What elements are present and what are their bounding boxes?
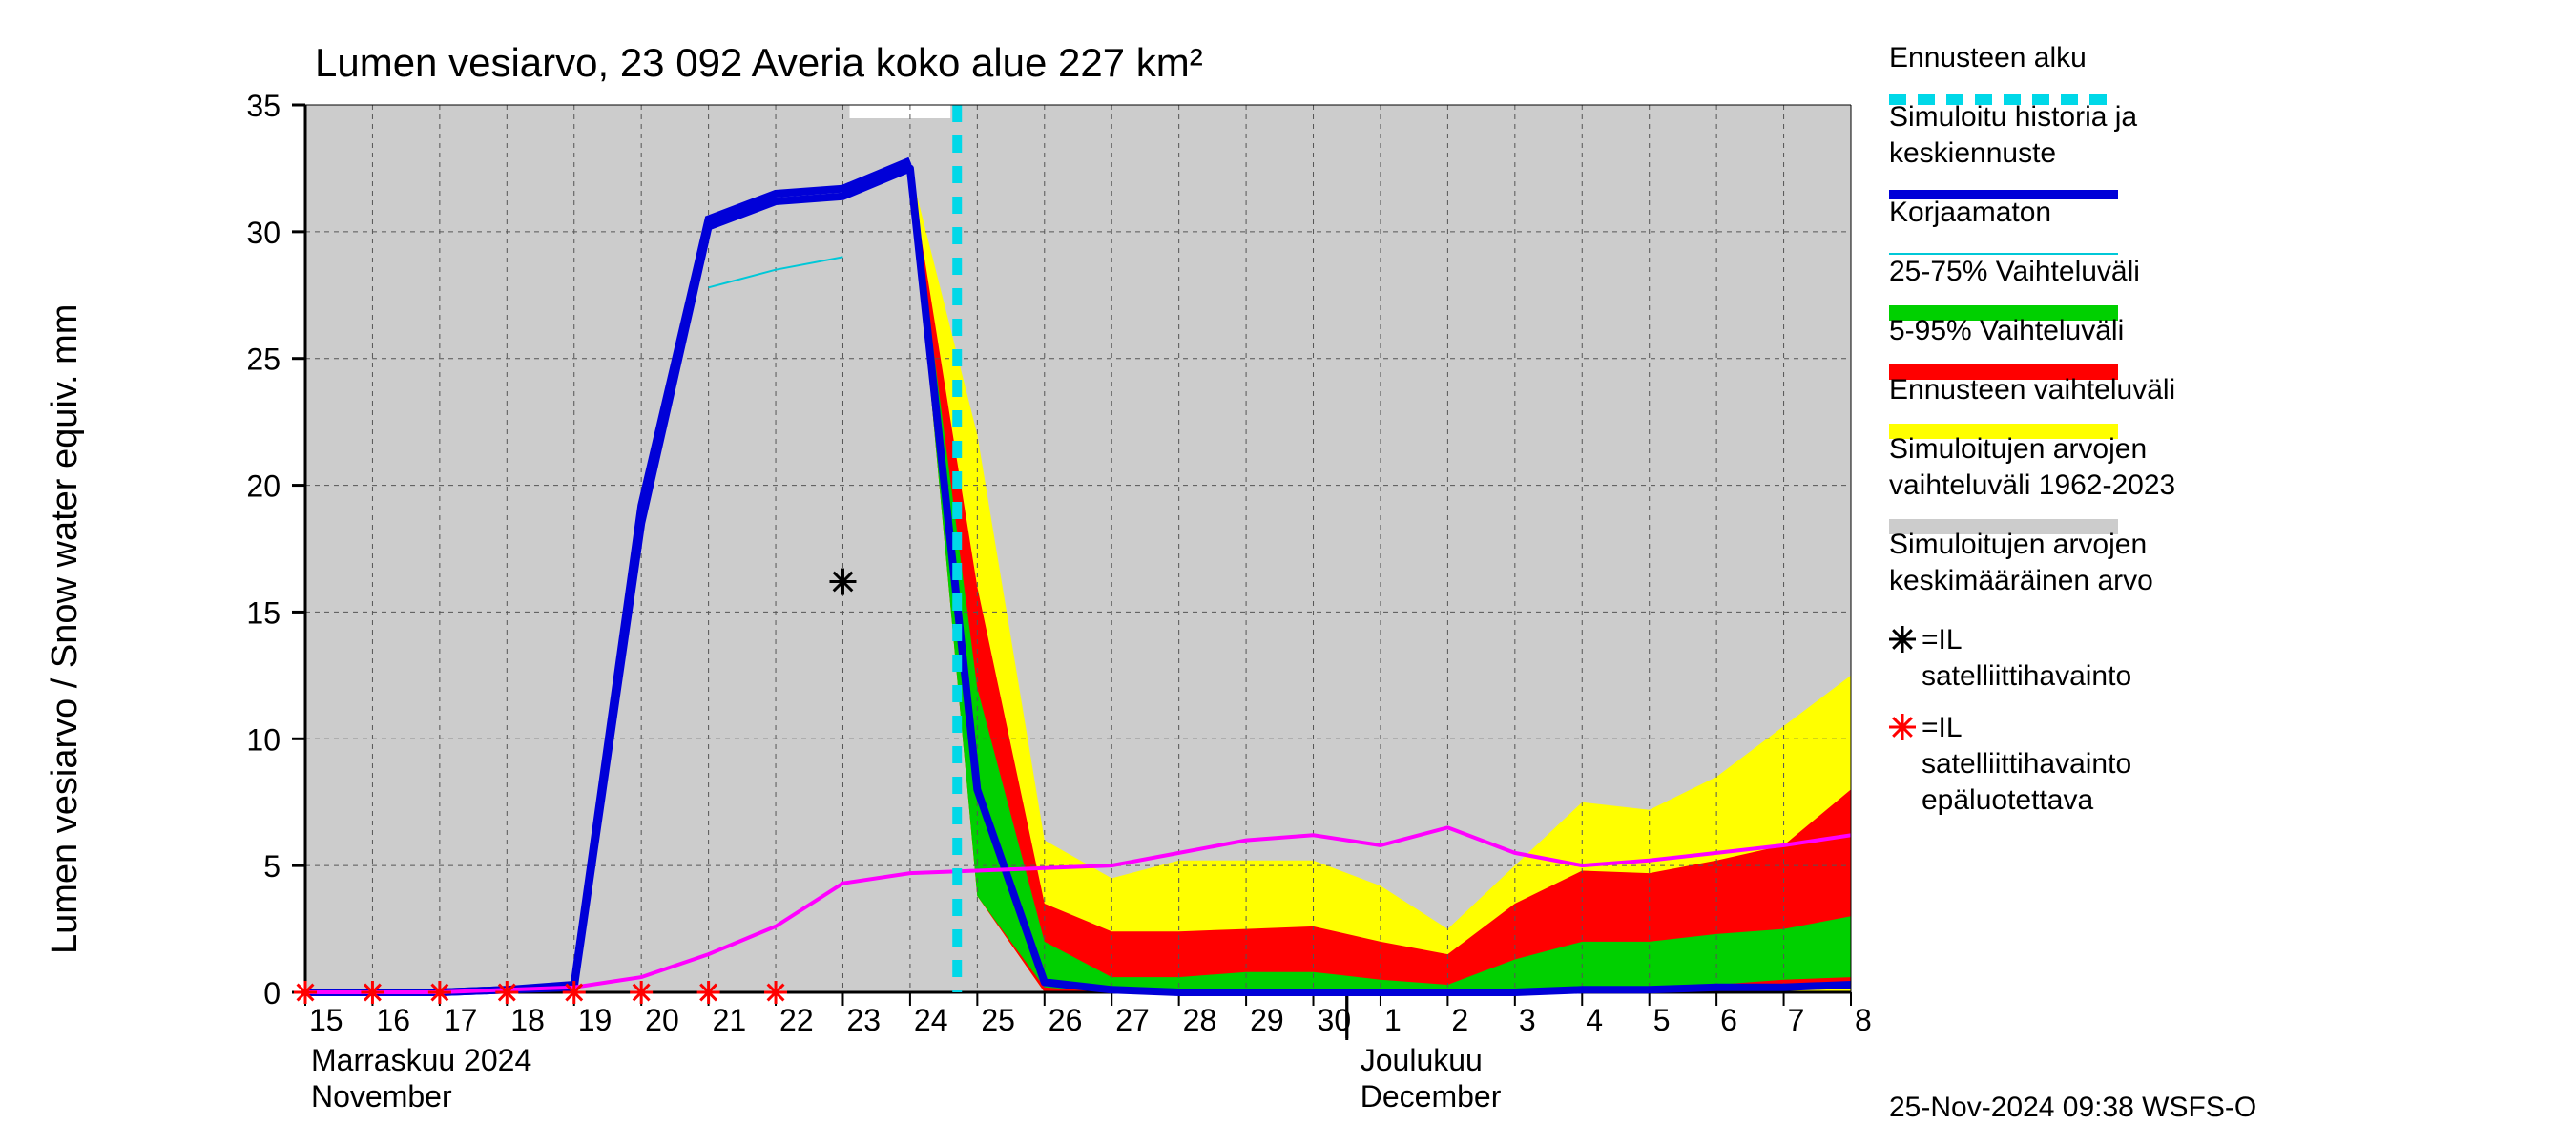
sat-unreliable-marker	[428, 981, 451, 1004]
x-tick-label: 3	[1519, 1003, 1536, 1037]
x-tick-label: 16	[376, 1003, 410, 1037]
legend-label: keskimääräinen arvo	[1889, 565, 2153, 596]
legend-label: Ennusteen vaihteluväli	[1889, 374, 2175, 406]
y-tick-label: 35	[246, 89, 280, 123]
x-tick-label: 29	[1250, 1003, 1284, 1037]
footer-timestamp: 25-Nov-2024 09:38 WSFS-O	[1889, 1092, 2256, 1123]
x-tick-label: 1	[1384, 1003, 1402, 1037]
sat-unreliable-marker	[563, 981, 586, 1004]
legend-label: 5-95% Vaihteluväli	[1889, 315, 2124, 346]
x-tick-label: 4	[1586, 1003, 1603, 1037]
x-tick-label: 5	[1653, 1003, 1671, 1037]
sat-reliable-marker	[829, 569, 856, 595]
x-tick-label: 7	[1788, 1003, 1805, 1037]
legend-star-icon	[1889, 714, 1916, 740]
legend-label: epäluotettava	[1922, 784, 2093, 816]
notch	[850, 105, 951, 118]
month-label-left-2: November	[311, 1079, 452, 1114]
x-tick-label: 20	[645, 1003, 679, 1037]
x-tick-label: 25	[981, 1003, 1015, 1037]
x-tick-label: 17	[444, 1003, 478, 1037]
sat-unreliable-marker	[361, 981, 384, 1004]
legend-label: satelliittihavainto	[1922, 660, 2131, 692]
y-axis-label: Lumen vesiarvo / Snow water equiv. mm	[45, 304, 85, 954]
y-tick-label: 10	[246, 722, 280, 757]
y-tick-label: 0	[263, 976, 280, 1010]
x-tick-label: 24	[914, 1003, 948, 1037]
legend-label: 25-75% Vaihteluväli	[1889, 256, 2140, 287]
y-tick-label: 15	[246, 595, 280, 630]
legend-label: Simuloitu historia ja	[1889, 101, 2137, 133]
x-tick-label: 28	[1183, 1003, 1217, 1037]
x-tick-label: 26	[1049, 1003, 1083, 1037]
legend-label: satelliittihavainto	[1922, 748, 2131, 780]
y-tick-label: 30	[246, 216, 280, 250]
legend-label: Simuloitujen arvojen	[1889, 433, 2147, 465]
x-tick-label: 27	[1115, 1003, 1150, 1037]
legend-label: Ennusteen alku	[1889, 42, 2087, 73]
x-tick-label: 15	[309, 1003, 343, 1037]
x-tick-label: 2	[1451, 1003, 1468, 1037]
x-tick-label: 8	[1855, 1003, 1872, 1037]
month-label-left-1: Marraskuu 2024	[311, 1043, 531, 1077]
y-tick-label: 25	[246, 343, 280, 377]
x-tick-label: 18	[510, 1003, 545, 1037]
legend-star-icon	[1889, 626, 1916, 653]
x-tick-label: 22	[779, 1003, 814, 1037]
legend-label: vaihteluväli 1962-2023	[1889, 469, 2175, 501]
x-tick-label: 21	[713, 1003, 747, 1037]
chart-title: Lumen vesiarvo, 23 092 Averia koko alue …	[315, 40, 1203, 85]
sat-unreliable-marker	[294, 981, 317, 1004]
y-tick-label: 5	[263, 849, 280, 884]
legend-label: =IL	[1922, 624, 1963, 656]
month-label-right-2: December	[1361, 1079, 1502, 1114]
legend-label: Korjaamaton	[1889, 197, 2051, 228]
month-label-right-1: Joulukuu	[1361, 1043, 1483, 1077]
legend-label: =IL	[1922, 712, 1963, 743]
x-tick-label: 23	[846, 1003, 881, 1037]
y-tick-label: 20	[246, 469, 280, 504]
x-tick-label: 19	[578, 1003, 613, 1037]
x-tick-label: 6	[1720, 1003, 1737, 1037]
legend-label: Simuloitujen arvojen	[1889, 529, 2147, 560]
legend-label: keskiennuste	[1889, 137, 2056, 169]
snow-water-chart: 0510152025303515161718192021222324252627…	[0, 0, 2576, 1145]
